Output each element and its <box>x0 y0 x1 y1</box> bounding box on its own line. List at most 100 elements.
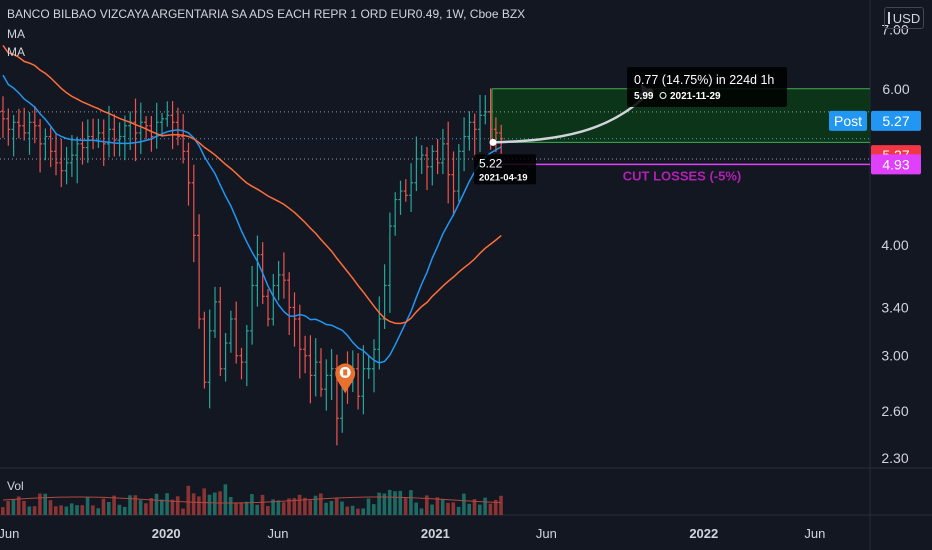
target-info-box <box>627 67 787 107</box>
volume-bar <box>419 508 424 515</box>
volume-bar <box>175 496 180 515</box>
volume-bar <box>112 495 116 515</box>
ma-slow-line <box>2 44 502 325</box>
volume-bar <box>409 490 413 515</box>
volume-bar <box>478 504 482 515</box>
volume-bar <box>356 508 360 515</box>
volume-bar <box>382 493 387 515</box>
volume-bar <box>223 484 228 515</box>
y-tick-label: 3.40 <box>881 299 908 315</box>
x-tick-label: 2022 <box>689 526 718 541</box>
volume-bar <box>488 503 493 515</box>
volume-bar <box>138 500 143 515</box>
volume-bar <box>96 508 100 515</box>
target-price: 5.99 <box>634 91 654 102</box>
y-tick-label: 3.00 <box>881 348 908 364</box>
volume-bar <box>133 495 138 515</box>
volume-bar <box>54 506 58 515</box>
target-zone <box>491 88 870 143</box>
volume-bar <box>122 506 127 515</box>
volume-bar <box>456 506 461 515</box>
volume-bar <box>430 504 434 515</box>
currency-marker-icon <box>887 12 890 24</box>
ma-legend-1[interactable]: MA <box>7 27 25 41</box>
volume-bar <box>239 502 244 515</box>
volume-bar <box>387 489 392 515</box>
volume-bar <box>483 497 487 515</box>
volume-bar <box>27 506 32 515</box>
volume-bar <box>340 501 344 515</box>
volume-bar <box>271 499 275 515</box>
x-tick-label: Jun <box>0 526 19 541</box>
volume-bar <box>64 506 69 515</box>
ma-fast-line <box>2 74 502 364</box>
volume-bar <box>160 499 164 515</box>
volume-bar <box>202 488 206 515</box>
stop-text: CUT LOSSES (-5%) <box>623 168 741 183</box>
post-tag-bg <box>829 110 867 131</box>
volume-bar <box>181 508 185 515</box>
entry-date: 2021-04-19 <box>479 172 528 183</box>
post-tag: Post <box>834 113 862 129</box>
volume-bar <box>144 503 148 515</box>
volume-bar <box>38 493 42 515</box>
volume-bar <box>313 495 318 515</box>
volume-bar <box>101 498 106 515</box>
ma-legend-2[interactable]: MA <box>7 45 25 59</box>
currency-button[interactable]: USD <box>884 7 924 29</box>
volume-bar <box>213 492 217 515</box>
volume-bar <box>493 499 498 515</box>
volume-bar <box>361 508 365 515</box>
volume-bar <box>319 493 323 515</box>
volume-bar <box>440 498 445 515</box>
volume-bar <box>435 497 440 515</box>
volume-bar <box>324 502 328 515</box>
stop-price-label: 4.93 <box>882 156 909 172</box>
volume-bar <box>244 501 249 515</box>
volume-bar <box>350 505 355 515</box>
volume-bar <box>366 498 371 515</box>
entry-point <box>489 138 497 146</box>
volume-bar <box>425 495 429 515</box>
volume-bar <box>170 499 175 515</box>
volume-bar <box>372 504 376 515</box>
target-price-label: 6.00 <box>882 81 909 97</box>
volume-bar <box>345 506 350 515</box>
volume-bar <box>6 500 10 515</box>
volume-bar <box>462 493 466 515</box>
price-levels: CUT LOSSES (-5%) <box>0 111 870 183</box>
volume-ma-line <box>2 496 502 504</box>
y-tick-label: 2.30 <box>881 450 908 466</box>
volume-bar <box>377 492 381 515</box>
volume-bar <box>287 498 291 515</box>
volume-bar <box>91 505 95 515</box>
location-pin-icon <box>335 363 356 394</box>
annotations: 0.77 (14.75%) in 224d 1h 5.99 2021-11-29 5.… <box>335 67 787 394</box>
y-tick-label: 7.00 <box>881 21 908 37</box>
x-tick-label: Jun <box>268 526 289 541</box>
volume-bar <box>281 502 286 515</box>
volume-bar <box>85 496 90 515</box>
volume-bar <box>165 493 169 515</box>
target-date: 2021-11-29 <box>670 91 721 102</box>
volume-bar <box>292 498 297 515</box>
volume-bar <box>22 501 26 515</box>
volume-bar <box>451 502 456 515</box>
volume-bar <box>207 494 212 515</box>
x-tick-label: Jun <box>536 526 557 541</box>
clock-icon <box>659 92 667 99</box>
volume-bar <box>329 500 334 515</box>
volume-bar <box>149 498 153 515</box>
y-tick-label: 2.60 <box>881 403 908 419</box>
volume-bar <box>69 503 74 515</box>
volume-bar <box>276 500 281 515</box>
volume-bar <box>334 497 339 515</box>
volume-bar <box>16 496 21 515</box>
volume-bar <box>80 505 85 515</box>
volume-bar <box>32 506 37 515</box>
volume-bar <box>250 494 254 515</box>
volume-bar <box>117 504 122 515</box>
volume-bar <box>59 505 63 515</box>
volume-bar <box>297 494 302 515</box>
